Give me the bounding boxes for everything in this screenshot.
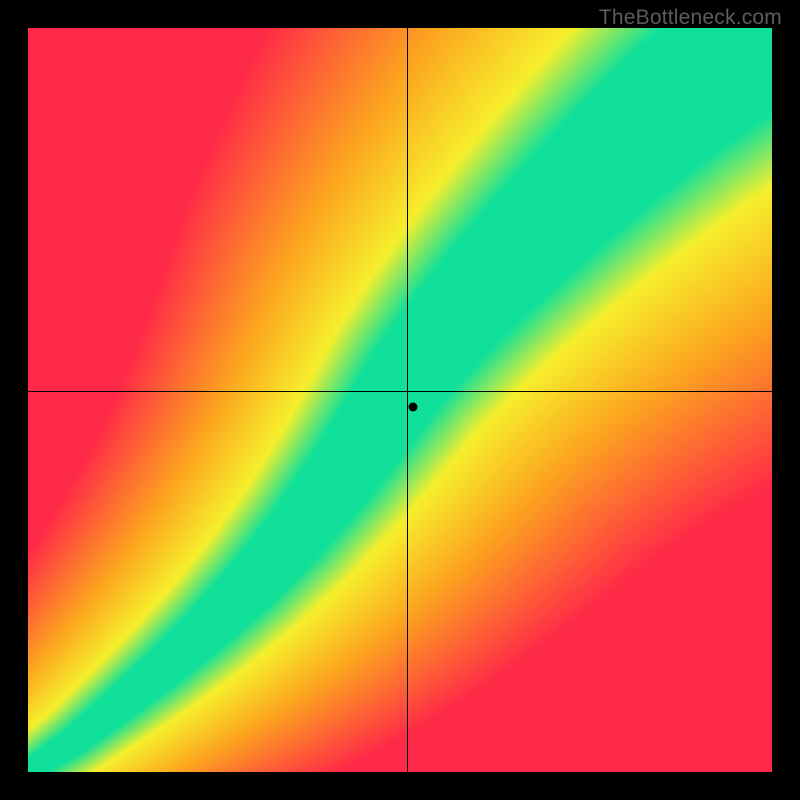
crosshair-vertical	[407, 28, 408, 772]
watermark-text: TheBottleneck.com	[599, 6, 782, 30]
selection-marker	[408, 402, 417, 411]
heatmap-canvas	[28, 28, 772, 772]
crosshair-horizontal	[28, 391, 772, 392]
heatmap-plot	[28, 28, 772, 772]
figure-container: TheBottleneck.com	[0, 0, 800, 800]
